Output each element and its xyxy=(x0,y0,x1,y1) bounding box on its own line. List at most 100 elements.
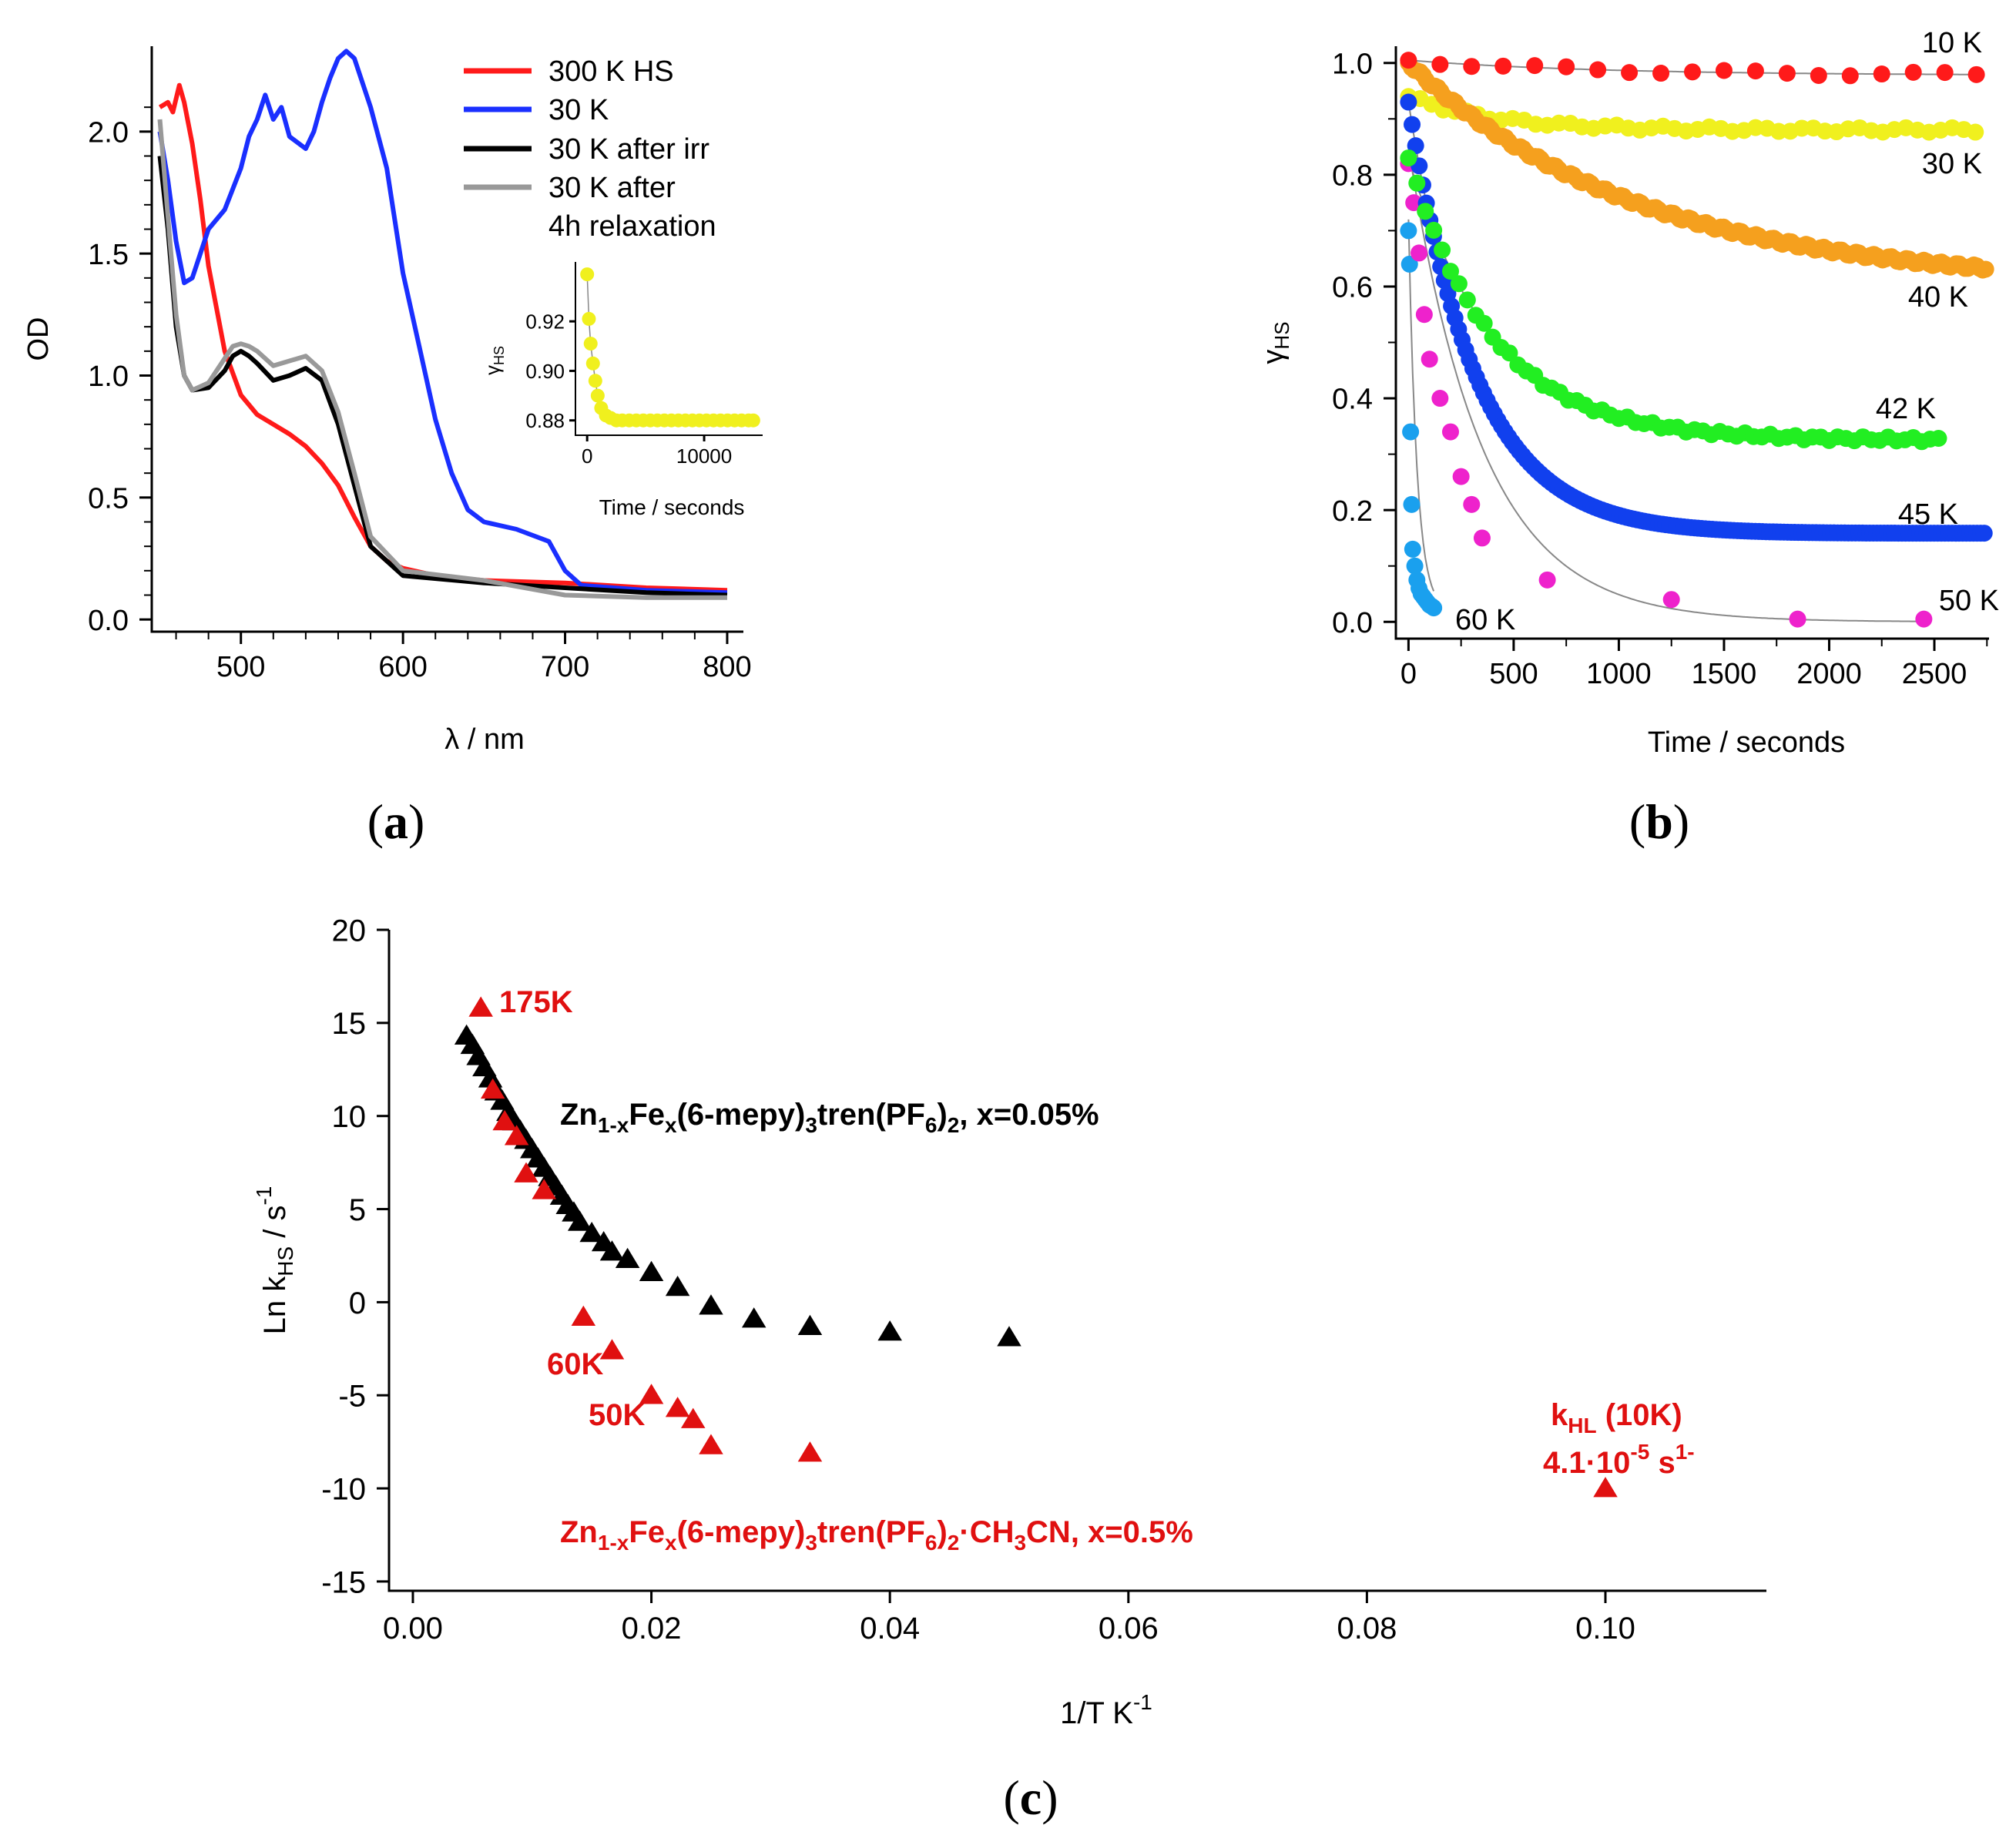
data-point-zn1-xfex-6-mepy-3tren-pf6-2-ch3cn-x-0-5 xyxy=(468,996,493,1017)
data-point-45-k xyxy=(1400,93,1417,111)
data-point-zn1-xfex-6-mepy-3tren-pf6-2-ch3cn-x-0-5 xyxy=(492,1109,517,1131)
data-point-50-k xyxy=(1415,306,1433,324)
data-point-45-k xyxy=(1975,525,1993,542)
data-point-50-k xyxy=(1463,495,1481,513)
data-point-42-k xyxy=(1434,241,1451,259)
annotation-khl-line1: kHL (10K) xyxy=(1551,1398,1682,1437)
data-point-60-k xyxy=(1400,255,1418,273)
data-point-50-k xyxy=(1431,390,1449,408)
data-point-zn1-xfex-6-mepy-3tren-pf6-2-x-0-05 xyxy=(997,1326,1021,1347)
legend-label-300k: 300 K HS xyxy=(548,55,674,88)
panel-c-ylabel: Ln kHS / s-1 xyxy=(252,1186,297,1335)
panel-a-ytick-label: 1.5 xyxy=(88,239,129,271)
panel-b-xtick-label: 1000 xyxy=(1586,658,1652,690)
series-label-red: Zn1-xFex(6-mepy)3tren(PF6)2·CH3CN, x=0.5… xyxy=(560,1515,1193,1555)
data-point-42-k xyxy=(1441,263,1459,280)
data-point-zn1-xfex-6-mepy-3tren-pf6-2-ch3cn-x-0-5 xyxy=(514,1162,538,1182)
data-point-zn1-xfex-6-mepy-3tren-pf6-2-ch3cn-x-0-5 xyxy=(639,1384,664,1404)
data-point-30-k xyxy=(1967,123,1984,141)
data-point-10-k xyxy=(1652,65,1670,82)
data-point-42-k xyxy=(1930,430,1947,448)
data-point-60-k xyxy=(1404,540,1421,558)
data-point-42-k xyxy=(1450,275,1468,293)
annotation-50k: 50K xyxy=(589,1398,645,1432)
series-60-k xyxy=(1400,222,1443,617)
data-point-42-k xyxy=(1425,221,1443,239)
data-point-zn1-xfex-6-mepy-3tren-pf6-2-x-0-05 xyxy=(599,1240,625,1261)
panel-a-inset: 0 10000 0.88 0.90 0.92 Time / seconds γHS xyxy=(481,262,763,519)
data-point-zn1-xfex-6-mepy-3tren-pf6-2-x-0-05 xyxy=(699,1294,723,1315)
panel-c-ytick-label: 0 xyxy=(349,1286,366,1320)
data-point-zn1-xfex-6-mepy-3tren-pf6-2-ch3cn-x-0-5 xyxy=(480,1078,505,1099)
panel-b-chart: 0 500 1000 1500 2000 2500 0.0 0.2 0.4 0.6 0.8 1.0 T… xyxy=(1257,27,1999,759)
panel-a-ytick-label: 2.0 xyxy=(88,117,129,149)
data-point-40-k xyxy=(1977,260,1994,278)
panel-a-ylabel: OD xyxy=(22,317,55,361)
data-point-zn1-xfex-6-mepy-3tren-pf6-2-x-0-05 xyxy=(639,1260,664,1281)
data-point-10-k xyxy=(1558,58,1575,75)
panel-b-xlabel: Time / seconds xyxy=(1648,726,1845,759)
panel-b-ytick-label: 0.4 xyxy=(1332,384,1373,416)
panel-a-xtick-label: 700 xyxy=(541,651,589,683)
data-point-50-k xyxy=(1421,351,1438,368)
panel-label-c: (c) xyxy=(1003,1770,1058,1825)
data-point-10-k xyxy=(1873,65,1890,83)
data-point-zn1-xfex-6-mepy-3tren-pf6-2-x-0-05 xyxy=(797,1314,823,1336)
data-point-10-k xyxy=(1589,61,1607,79)
series-zn1-xfex-6-mepy-3tren-pf6-2-ch3cn-x-0-5 xyxy=(468,996,1618,1498)
series-label-black: Zn1-xFex(6-mepy)3tren(PF6)2, x=0.05% xyxy=(560,1098,1099,1137)
legend-label-after-irr: 30 K after irr xyxy=(548,133,709,166)
data-point-zn1-xfex-6-mepy-3tren-pf6-2-ch3cn-x-0-5 xyxy=(1593,1477,1618,1498)
panel-b-xtick-label: 2500 xyxy=(1902,658,1967,690)
inset-ytick-label: 0.88 xyxy=(525,409,565,432)
data-point-50-k xyxy=(1662,591,1680,609)
panel-a-ytick-label: 0.0 xyxy=(88,605,129,637)
panel-a-xtick-label: 800 xyxy=(703,651,751,683)
data-point-10-k xyxy=(1904,63,1922,81)
data-point-zn1-xfex-6-mepy-3tren-pf6-2-x-0-05 xyxy=(877,1320,902,1341)
data-point-zn1-xfex-6-mepy-3tren-pf6-2-x-0-05 xyxy=(567,1210,592,1231)
panel-c-axes xyxy=(387,930,1766,1592)
inset-ytick-label: 0.92 xyxy=(525,310,565,334)
data-point-45-k xyxy=(1404,116,1421,133)
data-point-zn1-xfex-6-mepy-3tren-pf6-2-ch3cn-x-0-5 xyxy=(699,1434,723,1454)
panel-c-ytick-label: 20 xyxy=(332,914,367,948)
series-40-k xyxy=(1400,54,1994,279)
panel-label-a: (a) xyxy=(367,794,425,849)
panel-a-xtick-label: 500 xyxy=(216,651,265,683)
panel-c-ytick-label: 10 xyxy=(332,1100,367,1134)
inset-point xyxy=(588,374,602,388)
data-point-50-k xyxy=(1473,529,1491,547)
inset-point xyxy=(583,337,598,351)
data-point-10-k xyxy=(1810,67,1827,85)
data-point-50-k xyxy=(1538,571,1556,589)
panel-a-chart: 500 600 700 800 0.0 0.5 1.0 1.5 2.0 λ / nm OD 30… xyxy=(22,46,763,756)
series-45-k xyxy=(1400,93,1993,542)
data-point-10-k xyxy=(1841,67,1859,85)
inset-point xyxy=(746,413,760,428)
panel-b-ytick-label: 0.6 xyxy=(1332,272,1373,304)
inset-point xyxy=(580,267,595,282)
inset-axes xyxy=(575,262,763,436)
data-point-10-k xyxy=(1431,55,1449,73)
data-point-10-k xyxy=(1936,64,1954,82)
data-point-zn1-xfex-6-mepy-3tren-pf6-2-ch3cn-x-0-5 xyxy=(797,1441,823,1462)
annotation-175k: 175K xyxy=(499,985,573,1019)
fit-line-45-k xyxy=(1407,102,1987,536)
legend-label-30k: 30 K xyxy=(548,94,609,126)
data-point-zn1-xfex-6-mepy-3tren-pf6-2-ch3cn-x-0-5 xyxy=(504,1125,529,1146)
panel-b-ytick-label: 0.2 xyxy=(1332,495,1373,528)
data-point-zn1-xfex-6-mepy-3tren-pf6-2-x-0-05 xyxy=(579,1221,604,1243)
panel-c-xtick-label: 0.04 xyxy=(860,1612,920,1645)
panel-b-xtick-label: 0 xyxy=(1400,658,1417,690)
data-point-50-k xyxy=(1405,194,1423,212)
panel-a-xtick-label: 600 xyxy=(378,651,427,683)
data-point-50-k xyxy=(1789,610,1806,628)
panel-c-xtick-label: 0.00 xyxy=(383,1612,443,1645)
panel-a-legend: 300 K HS 30 K 30 K after irr 30 K after 4… xyxy=(464,55,716,243)
legend-label-after-relax: 30 K after 4h relaxation xyxy=(548,172,716,243)
data-point-10-k xyxy=(1526,57,1544,75)
inset-xlabel: Time / seconds xyxy=(599,495,745,519)
label-60k: 60 K xyxy=(1455,604,1515,636)
